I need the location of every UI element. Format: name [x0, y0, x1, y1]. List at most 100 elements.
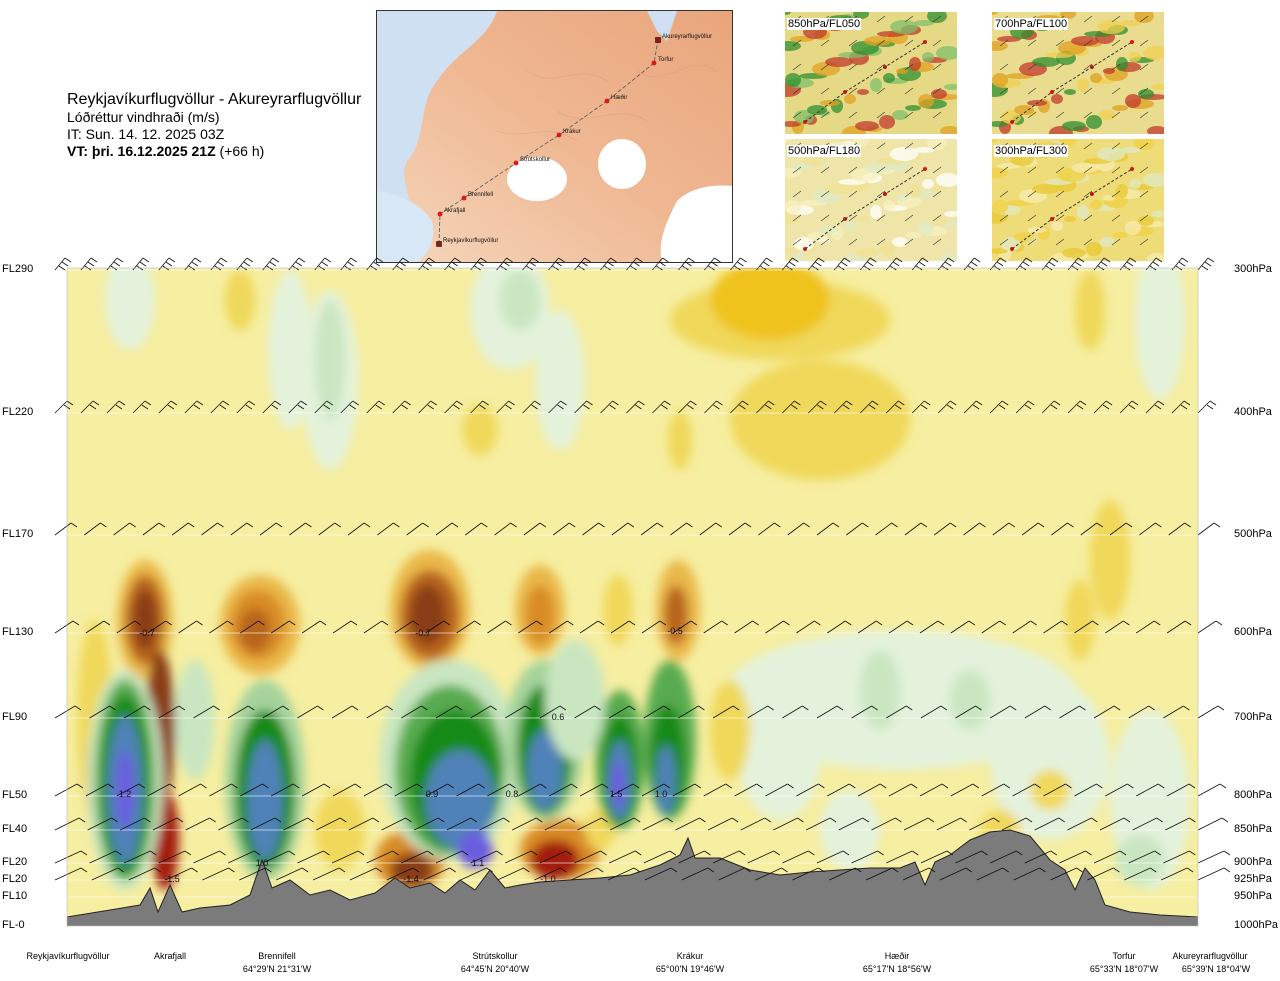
mini-map-field [890, 147, 918, 161]
wind-barb [460, 867, 493, 881]
mini-map-field [1071, 36, 1099, 46]
location-label: Reykjavíkurflugvöllur [26, 951, 110, 961]
vertical-velocity-contour [380, 660, 520, 860]
wind-barb [920, 705, 948, 719]
fl-tick-label: FL90 [2, 711, 28, 723]
wind-barb [707, 817, 739, 831]
mini-map-barb [1055, 39, 1065, 47]
mini-map-field [1051, 94, 1063, 104]
wind-barb [534, 867, 567, 881]
wind-barb [969, 817, 1000, 831]
wind-barb [600, 400, 619, 414]
wind-barb [470, 705, 497, 719]
mini-map-field [785, 73, 801, 87]
wind-barb [1168, 522, 1191, 536]
wind-barb [712, 705, 740, 719]
chart-title-block: Reykjavíkurflugvöllur - Akureyrarflugvöl… [67, 90, 377, 160]
wind-barb [857, 783, 887, 797]
mini-map-field [918, 94, 934, 108]
vertical-velocity-contour [239, 608, 271, 652]
wind-barb [54, 257, 72, 271]
hpa-tick-label: 925hPa [1234, 873, 1272, 885]
wind-barb [236, 400, 256, 414]
mini-map-field [1125, 221, 1141, 235]
wind-barb [955, 705, 982, 719]
mini-map-field [1077, 78, 1089, 92]
fl-tick-label: FL290 [2, 263, 34, 275]
wind-barb [425, 783, 454, 797]
mini-map-barb [1055, 238, 1065, 246]
mini-map-field [1129, 52, 1141, 62]
mini-map-barb [904, 238, 914, 246]
wind-barb [1124, 867, 1157, 881]
wind-barb [349, 867, 383, 881]
vertical-velocity-contour [980, 810, 1020, 850]
contour-value-label: 1.1 [472, 858, 485, 868]
wind-barb [54, 400, 74, 414]
wind-barb [158, 850, 192, 864]
mini-map-barb [1083, 214, 1093, 222]
wind-barb [366, 850, 399, 864]
glacier-hofsjokull [598, 139, 646, 189]
wind-barb [297, 850, 330, 864]
wind-barb [87, 817, 118, 831]
wind-barb [1080, 522, 1103, 536]
vertical-velocity-contour [505, 660, 585, 820]
wind-barb [171, 522, 195, 536]
vertical-velocity-contour [315, 300, 345, 420]
wind-barb [423, 867, 456, 881]
mini-map-barb [904, 190, 914, 198]
wind-barb [574, 400, 593, 414]
wind-barb [827, 783, 856, 797]
mini-map-field [1116, 57, 1128, 71]
mini-map-field [927, 12, 947, 23]
wind-barb [106, 400, 126, 414]
vertical-velocity-contour [820, 790, 880, 870]
wind-barb [963, 522, 986, 536]
mini-map-field [870, 78, 882, 92]
wind-barb [332, 783, 362, 797]
wind-barb [340, 400, 359, 414]
location-label: Brennifell [258, 951, 296, 961]
wind-barb [331, 850, 365, 864]
wind-barb [54, 850, 88, 864]
fl-tick-label: FL220 [2, 406, 34, 418]
mini-map-field [1064, 216, 1076, 222]
mini-map-field [940, 126, 957, 134]
wind-barb [1043, 783, 1072, 797]
wind-barb [1139, 522, 1162, 536]
wind-barb [406, 522, 429, 536]
wind-barb [54, 817, 86, 831]
wind-barb [539, 705, 567, 719]
mini-map-barb [1055, 166, 1065, 174]
mini-map-barb [1111, 190, 1121, 198]
mini-map-field [855, 248, 879, 258]
wind-barb [611, 522, 635, 536]
route-map-svg: Akureyrarflugvöllur Torfur Hæðir Krákur Strú… [377, 11, 732, 262]
wind-barb [193, 705, 220, 719]
mini-map-barb [999, 214, 1009, 222]
waypoint-label: Akrafjall [444, 208, 465, 214]
wind-barb [544, 817, 576, 831]
wind-barb [950, 783, 980, 797]
wind-barb [89, 705, 116, 719]
waypoint-marker: Brennifell [461, 192, 493, 201]
wind-barb [240, 620, 265, 634]
mini-map-barb [1027, 190, 1037, 198]
vertical-velocity-contour [500, 270, 540, 330]
vertical-velocity-contour [400, 570, 460, 660]
wind-barb [699, 522, 722, 536]
mini-map-field [1064, 89, 1076, 95]
mini-map-barb [904, 111, 914, 119]
wind-barb [1001, 817, 1033, 831]
wind-barb [522, 400, 541, 414]
wind-barb [377, 522, 400, 536]
vertical-velocity-contour [220, 575, 300, 675]
wind-barb [792, 867, 825, 881]
mini-map-field [992, 73, 1008, 87]
mini-map-barb [820, 87, 830, 95]
mini-map-barb [1055, 190, 1065, 198]
mini-map-barb [848, 214, 858, 222]
mini-map-field [844, 94, 856, 104]
wind-barb [703, 620, 728, 634]
